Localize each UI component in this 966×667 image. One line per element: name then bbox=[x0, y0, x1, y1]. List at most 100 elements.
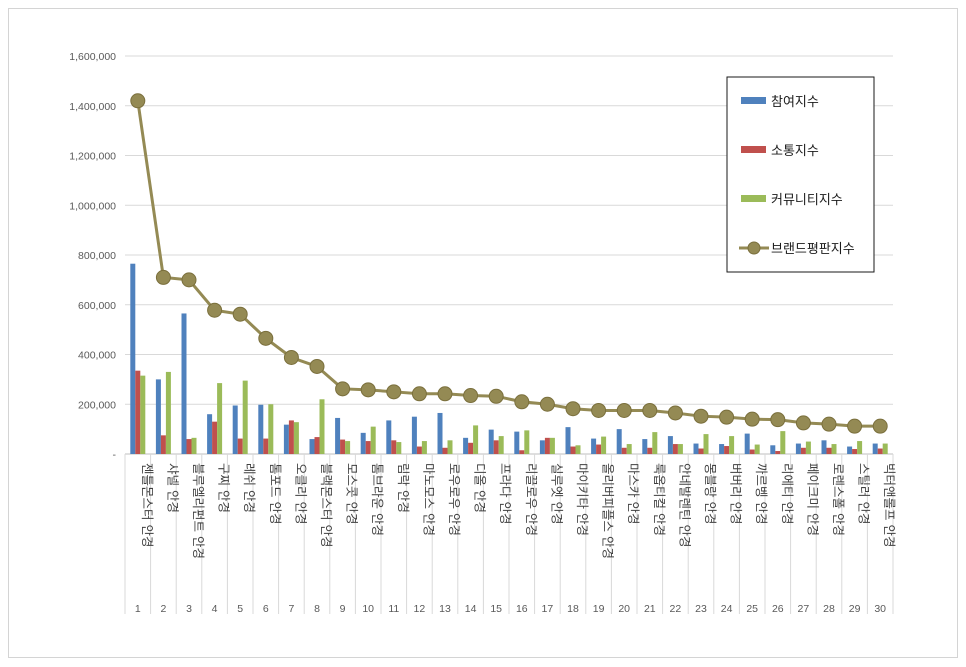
legend-marker bbox=[747, 241, 761, 255]
rank-label: 7 bbox=[288, 603, 294, 615]
category-label: 리에티 안경 bbox=[780, 463, 795, 524]
line-point bbox=[309, 358, 325, 374]
bar-소통지수 bbox=[749, 449, 755, 454]
category-label: 톰포드 안경 bbox=[268, 463, 283, 524]
line-point bbox=[463, 388, 479, 404]
bar-소통지수 bbox=[288, 420, 294, 454]
gridlines bbox=[125, 55, 893, 405]
category-label: 림락 안경 bbox=[396, 463, 411, 513]
line-point bbox=[386, 384, 402, 400]
brand-reputation-chart: - 200,000 400,000 600,000 800,000 1,000,000 1,… bbox=[69, 51, 897, 615]
bar-소통지수 bbox=[442, 447, 448, 454]
line-point bbox=[693, 408, 709, 424]
bar-커뮤니티지수 bbox=[268, 404, 274, 454]
bar-소통지수 bbox=[365, 441, 371, 454]
chart-frame: - 200,000 400,000 600,000 800,000 1,000,000 1,… bbox=[8, 8, 958, 658]
y-tick-label: 1,000,000 bbox=[69, 200, 116, 212]
bar-참여지수 bbox=[130, 263, 136, 454]
line-point bbox=[872, 418, 888, 434]
rank-label: 15 bbox=[490, 603, 502, 615]
bar-참여지수 bbox=[232, 405, 238, 454]
bar-참여지수 bbox=[437, 412, 443, 454]
bar-커뮤니티지수 bbox=[882, 443, 888, 454]
rank-label: 4 bbox=[212, 603, 218, 615]
category-label: 마스카 안경 bbox=[626, 463, 641, 524]
category-label: 안네발렌틴 안경 bbox=[677, 463, 692, 547]
bar-커뮤니티지수 bbox=[524, 430, 530, 454]
bar-커뮤니티지수 bbox=[165, 371, 171, 454]
bar-커뮤니티지수 bbox=[549, 437, 555, 454]
bar-참여지수 bbox=[258, 404, 264, 454]
bar-커뮤니티지수 bbox=[805, 441, 811, 454]
line-point bbox=[565, 401, 581, 417]
bar-참여지수 bbox=[744, 433, 750, 454]
legend-item: 브랜드평판지수 bbox=[739, 241, 855, 257]
legend-label: 참여지수 bbox=[771, 95, 819, 110]
category-label: 로우로우 안경 bbox=[447, 463, 462, 536]
bar-참여지수 bbox=[386, 420, 392, 454]
bar-커뮤니티지수 bbox=[217, 383, 223, 454]
bar-커뮤니티지수 bbox=[191, 437, 197, 454]
bar-참여지수 bbox=[488, 429, 494, 454]
category-label: 리끌로우 안경 bbox=[524, 463, 539, 536]
line-point bbox=[795, 415, 811, 431]
legend-label: 소통지수 bbox=[771, 144, 819, 159]
bar-커뮤니티지수 bbox=[831, 444, 837, 454]
line-point bbox=[616, 402, 632, 418]
bar-참여지수 bbox=[283, 424, 289, 454]
legend-swatch bbox=[741, 195, 766, 202]
bar-커뮤니티지수 bbox=[473, 425, 479, 454]
rank-label: 16 bbox=[516, 603, 528, 615]
line-point bbox=[232, 306, 248, 322]
rank-label: 18 bbox=[567, 603, 579, 615]
bar-소통지수 bbox=[724, 446, 730, 454]
legend-item: 커뮤니티지수 bbox=[741, 193, 843, 208]
legend-item: 소통지수 bbox=[741, 144, 819, 159]
category-label: 블루엘리펀트 안경 bbox=[191, 463, 206, 559]
bar-소통지수 bbox=[775, 451, 781, 454]
category-label: 젠틀몬스터 안경 bbox=[140, 463, 155, 547]
category-label: 올리버피플스 안경 bbox=[601, 463, 616, 559]
bar-참여지수 bbox=[411, 416, 417, 454]
line-point bbox=[207, 302, 223, 318]
bars bbox=[130, 263, 888, 454]
y-tick-label: 1,200,000 bbox=[69, 151, 116, 163]
category-label: 몽블랑 안경 bbox=[703, 463, 718, 524]
line-point bbox=[514, 394, 530, 410]
y-tick-label: 400,000 bbox=[78, 350, 116, 362]
category-label: 실루엣 안경 bbox=[549, 463, 564, 524]
bar-참여지수 bbox=[155, 379, 161, 454]
bar-커뮤니티지수 bbox=[447, 440, 453, 454]
bar-소통지수 bbox=[263, 438, 269, 454]
bar-소통지수 bbox=[237, 438, 243, 454]
legend-label: 브랜드평판지수 bbox=[771, 242, 855, 257]
bar-커뮤니티지수 bbox=[140, 375, 146, 454]
rank-label: 14 bbox=[465, 603, 477, 615]
rank-label: 30 bbox=[874, 603, 886, 615]
bar-소통지수 bbox=[570, 446, 576, 454]
rank-label: 29 bbox=[849, 603, 861, 615]
rank-label: 20 bbox=[618, 603, 630, 615]
rank-label: 2 bbox=[160, 603, 166, 615]
bar-커뮤니티지수 bbox=[345, 441, 351, 454]
bar-커뮤니티지수 bbox=[242, 380, 248, 454]
line-point bbox=[155, 269, 171, 285]
bar-소통지수 bbox=[826, 447, 832, 454]
rank-label: 21 bbox=[644, 603, 656, 615]
category-label: 오클리 안경 bbox=[293, 463, 308, 524]
bar-소통지수 bbox=[135, 370, 141, 454]
rank-label: 6 bbox=[263, 603, 269, 615]
line-point bbox=[258, 330, 274, 346]
rank-label: 5 bbox=[237, 603, 243, 615]
bar-소통지수 bbox=[314, 437, 320, 454]
bar-커뮤니티지수 bbox=[396, 442, 402, 454]
y-axis: - 200,000 400,000 600,000 800,000 1,000,000 1,… bbox=[69, 51, 116, 461]
category-label: 스틸러 안경 bbox=[857, 463, 872, 524]
bar-소통지수 bbox=[877, 448, 883, 454]
category-label: 샤넬 안경 bbox=[165, 463, 180, 513]
bar-소통지수 bbox=[544, 437, 550, 454]
bar-참여지수 bbox=[667, 436, 673, 454]
line-point bbox=[591, 402, 607, 418]
bar-소통지수 bbox=[698, 448, 704, 454]
